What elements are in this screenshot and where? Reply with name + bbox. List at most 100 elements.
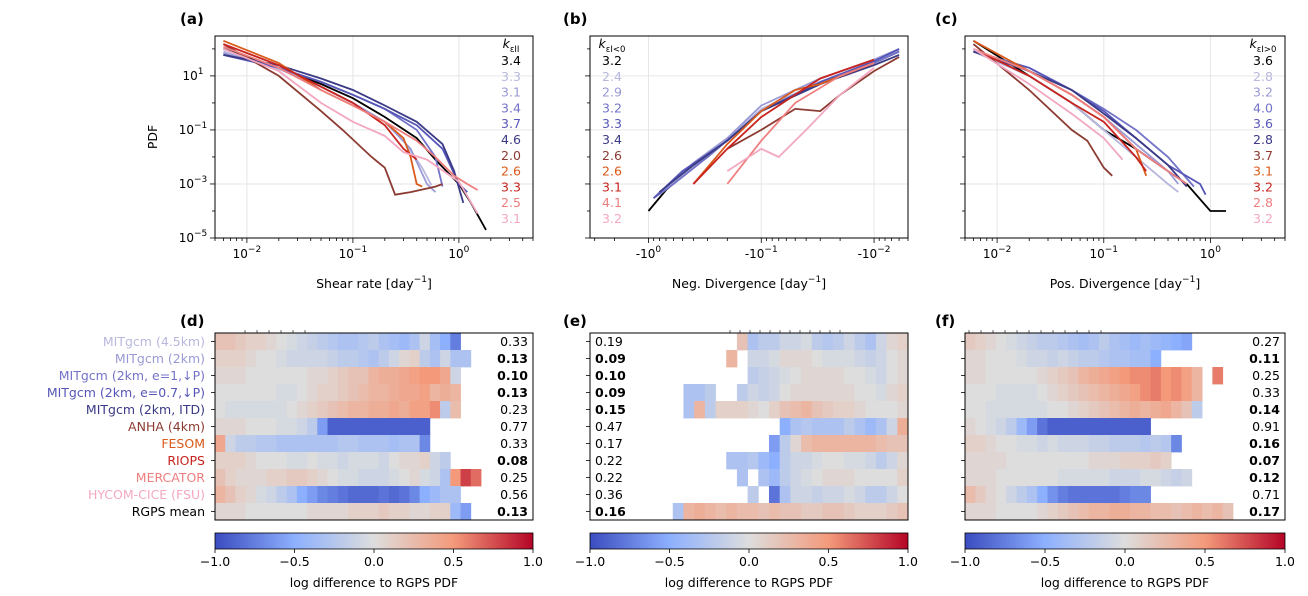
row-score: 0.71 [1252,487,1280,502]
x-axis-label: Shear rate [day−1] [316,275,432,291]
heatmap-cell [450,486,461,504]
heatmap-cell [378,418,390,436]
heatmap-cell [399,435,410,453]
heatmap-cell [378,367,390,385]
heatmap-cell [1026,384,1038,402]
k-header: kεI>0 [1250,36,1277,55]
heatmap-cell [1068,333,1079,351]
heatmap-cell [758,367,770,385]
heatmap-cell [758,503,770,521]
heatmap-cell [215,350,226,368]
row-label: HYCOM-CICE (FSU) [88,487,205,502]
heatmap-cell [779,350,791,368]
heatmap-cell [865,333,877,351]
heatmap-cell [1212,367,1224,385]
k-value: 3.2 [1253,179,1273,194]
row-score: 0.91 [1252,419,1280,434]
heatmap-cell [1057,367,1069,385]
heatmap-cell [266,418,277,436]
heatmap-cell [769,333,781,351]
heatmap-cell [409,418,421,436]
heatmap-cell [1160,367,1172,385]
heatmap-cell [897,435,909,453]
heatmap-cell [1068,503,1079,521]
heatmap-cell [1160,384,1172,402]
heatmap-cell [1140,418,1151,436]
heatmap-cell [429,367,441,385]
k-value: 3.2 [602,100,622,115]
heatmap-cell [317,350,328,368]
heatmap-cell [286,435,298,453]
heatmap-cell [1016,418,1028,436]
heatmap-cell [399,469,410,487]
heatmap-cell [399,384,410,402]
heatmap-cell [811,452,823,470]
k-value: 3.2 [602,53,622,68]
heatmap-cell [747,401,759,419]
heatmap-cell [266,367,277,385]
heatmap-cell [429,503,441,521]
heatmap-cell [801,469,813,487]
heatmap-cell [1099,384,1110,402]
heatmap-cell [865,418,877,436]
k-value: 2.4 [602,69,622,84]
k-value: 3.2 [602,211,622,226]
row-score: 0.77 [500,419,528,434]
heatmap-cell [1150,350,1162,368]
heatmap-cell [378,401,390,419]
k-value: 4.1 [602,195,622,210]
row-score: 0.25 [1252,368,1280,383]
heatmap-cell [1191,503,1203,521]
heatmap-cell [975,503,987,521]
k-value: 2.6 [501,164,521,179]
heatmap-cell [460,350,472,368]
heatmap-cell [307,401,318,419]
heatmap-cell [1181,401,1193,419]
heatmap-cell [409,350,421,368]
heatmap-cell [822,452,834,470]
heatmap-cell [1099,418,1110,436]
heatmap-cell [1191,401,1203,419]
heatmap-cell [460,503,472,521]
heatmap-cell [296,350,308,368]
heatmap-cell [348,452,359,470]
heatmap-cell [811,435,823,453]
y-tick-label: 101 [182,67,203,83]
plot-frame [964,35,1286,239]
heatmap-cell [1099,333,1110,351]
heatmap-cell [1057,384,1069,402]
heatmap-cell [985,503,997,521]
heatmap-cell [1129,350,1141,368]
colorbar-tick-label: 1.0 [1275,554,1295,569]
heatmap-cell [409,333,421,351]
heatmap-cell [235,469,247,487]
heatmap-cell [215,367,226,385]
heatmap-cell [327,469,339,487]
k-value: 3.3 [501,69,521,84]
heatmap-cell [758,350,770,368]
heatmap-cell [215,435,226,453]
heatmap-cell [337,418,349,436]
k-value: 3.2 [1253,85,1273,100]
y-tick-label: 10−5 [179,229,208,245]
heatmap-cell [286,469,298,487]
heatmap-cell [337,435,349,453]
panel-label-c: (c) [935,10,958,28]
heatmap-cell [1026,367,1038,385]
heatmap-cell [736,401,749,419]
heatmap-cell [1109,503,1121,521]
heatmap-cell [790,367,802,385]
heatmap-cell [811,486,823,504]
heatmap-cell [875,350,888,368]
heatmap-cell [790,384,802,402]
heatmap-cell [1047,333,1059,351]
heatmap-cell [409,401,421,419]
heatmap-cell [811,384,823,402]
heatmap-cell [747,367,759,385]
heatmap-cell [1150,452,1162,470]
heatmap-cell [790,452,802,470]
heatmap-cell [399,418,410,436]
heatmap-cell [854,486,866,504]
heatmap-cell [1088,486,1100,504]
heatmap-cell [358,452,369,470]
